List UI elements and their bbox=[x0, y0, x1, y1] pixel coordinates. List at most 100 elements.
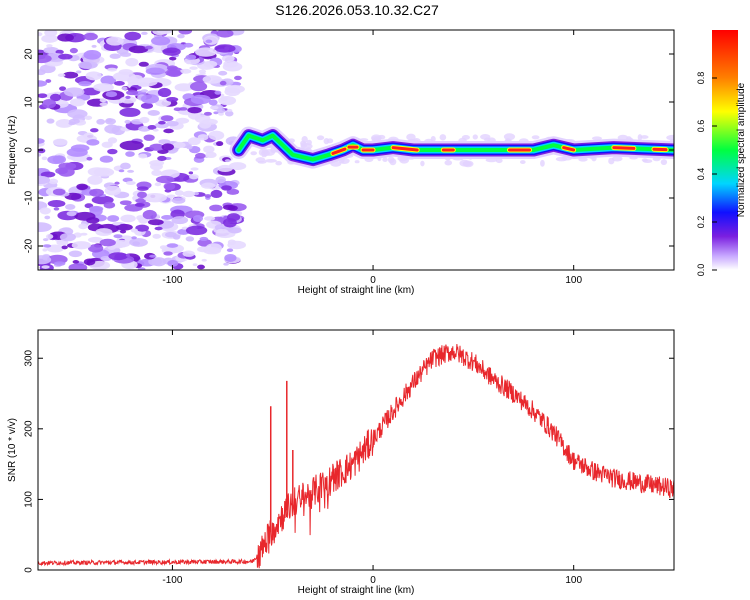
y-tick-label: 20 bbox=[24, 48, 35, 60]
colorbar-gradient bbox=[712, 30, 738, 270]
noise-blob bbox=[166, 97, 179, 102]
noise-blob bbox=[52, 188, 66, 196]
noise-blob bbox=[174, 83, 194, 92]
colorbar-tick-label: 0.6 bbox=[696, 120, 706, 133]
x-tick-label: 0 bbox=[370, 275, 376, 286]
noise-blob bbox=[187, 106, 202, 114]
colorbar-tick-label: 0.4 bbox=[696, 168, 706, 181]
noise-blob bbox=[227, 205, 238, 211]
noise-blob bbox=[52, 155, 66, 164]
noise-blob bbox=[38, 54, 52, 64]
colorbar-tick-label: 0.8 bbox=[696, 72, 706, 85]
noise-blob bbox=[224, 159, 231, 163]
noise-blob bbox=[93, 83, 114, 92]
noise-blob bbox=[209, 105, 219, 110]
noise-blob bbox=[166, 194, 176, 199]
noise-blob bbox=[38, 153, 42, 157]
snr-series-line bbox=[38, 343, 674, 569]
noise-blob bbox=[199, 72, 206, 76]
colorbar-tick-label: 0.2 bbox=[696, 216, 706, 229]
noise-blob bbox=[62, 71, 79, 79]
noise-blob bbox=[57, 73, 66, 78]
y-tick-label: -20 bbox=[24, 238, 35, 253]
noise-blob bbox=[61, 245, 68, 250]
noise-blob bbox=[112, 221, 121, 226]
noise-blob bbox=[205, 243, 222, 253]
noise-blob bbox=[119, 107, 141, 117]
noise-blob bbox=[127, 169, 135, 173]
noise-blob bbox=[190, 167, 199, 171]
noise-blob bbox=[42, 248, 48, 252]
noise-blob bbox=[161, 143, 175, 151]
noise-blob bbox=[48, 178, 59, 185]
noise-blob bbox=[216, 108, 226, 114]
noise-blob bbox=[149, 143, 165, 151]
noise-blob bbox=[195, 47, 217, 57]
noise-speck bbox=[323, 138, 330, 145]
noise-blob bbox=[119, 200, 132, 206]
noise-blob bbox=[163, 128, 174, 134]
noise-blob bbox=[137, 267, 146, 270]
noise-blob bbox=[71, 241, 91, 250]
y-tick-label: -10 bbox=[24, 190, 35, 205]
noise-blob bbox=[218, 112, 224, 116]
snr-y-axis: 0 100 200 300 bbox=[24, 349, 674, 573]
noise-blob bbox=[68, 263, 88, 270]
noise-blob bbox=[197, 134, 209, 141]
noise-blob bbox=[188, 171, 194, 175]
noise-blob bbox=[90, 128, 99, 133]
y-tick-label: 300 bbox=[24, 349, 35, 366]
y-tick-label: 0 bbox=[24, 147, 35, 153]
noise-blob bbox=[218, 95, 237, 106]
noise-speck bbox=[275, 160, 283, 166]
noise-blob bbox=[99, 155, 114, 163]
noise-blob bbox=[55, 119, 73, 128]
noise-speck bbox=[640, 135, 649, 139]
noise-blob bbox=[72, 260, 80, 264]
noise-blob bbox=[152, 128, 159, 132]
noise-blob bbox=[104, 185, 122, 196]
noise-speck bbox=[637, 134, 643, 141]
noise-blob bbox=[210, 189, 223, 199]
noise-blob bbox=[86, 217, 100, 224]
noise-blob bbox=[202, 118, 218, 125]
noise-blob bbox=[140, 89, 148, 93]
noise-blob bbox=[151, 169, 163, 176]
noise-blob bbox=[218, 70, 228, 76]
noise-blob bbox=[219, 80, 227, 86]
noise-blob bbox=[119, 52, 132, 57]
noise-blob bbox=[125, 180, 136, 185]
noise-blob bbox=[161, 214, 173, 220]
noise-blob bbox=[179, 68, 192, 74]
noise-blob bbox=[216, 228, 228, 234]
noise-blob bbox=[138, 125, 151, 132]
noise-blob bbox=[166, 120, 179, 127]
noise-blob bbox=[47, 200, 66, 208]
noise-blob bbox=[120, 214, 136, 223]
noise-blob bbox=[157, 155, 167, 161]
noise-speck bbox=[540, 159, 545, 167]
noise-blob bbox=[107, 67, 118, 72]
noise-blob bbox=[147, 219, 164, 226]
noise-blob bbox=[112, 71, 136, 82]
noise-speck bbox=[485, 157, 498, 163]
noise-blob bbox=[59, 86, 67, 91]
noise-speck bbox=[495, 158, 503, 164]
noise-blob bbox=[39, 207, 51, 215]
noise-blob bbox=[165, 231, 177, 238]
noise-blob bbox=[137, 82, 150, 87]
noise-blob bbox=[205, 151, 217, 159]
noise-speck bbox=[261, 154, 267, 158]
noise-speck bbox=[420, 160, 425, 167]
noise-blob bbox=[87, 175, 103, 185]
noise-blob bbox=[41, 156, 48, 161]
noise-blob bbox=[152, 233, 161, 239]
noise-blob bbox=[86, 156, 93, 161]
noise-blob bbox=[43, 46, 59, 54]
noise-blob bbox=[135, 198, 146, 204]
noise-blob bbox=[125, 57, 139, 67]
noise-blob bbox=[63, 87, 85, 97]
noise-speck bbox=[262, 148, 269, 155]
noise-blob bbox=[158, 120, 166, 125]
noise-blob bbox=[185, 225, 208, 236]
